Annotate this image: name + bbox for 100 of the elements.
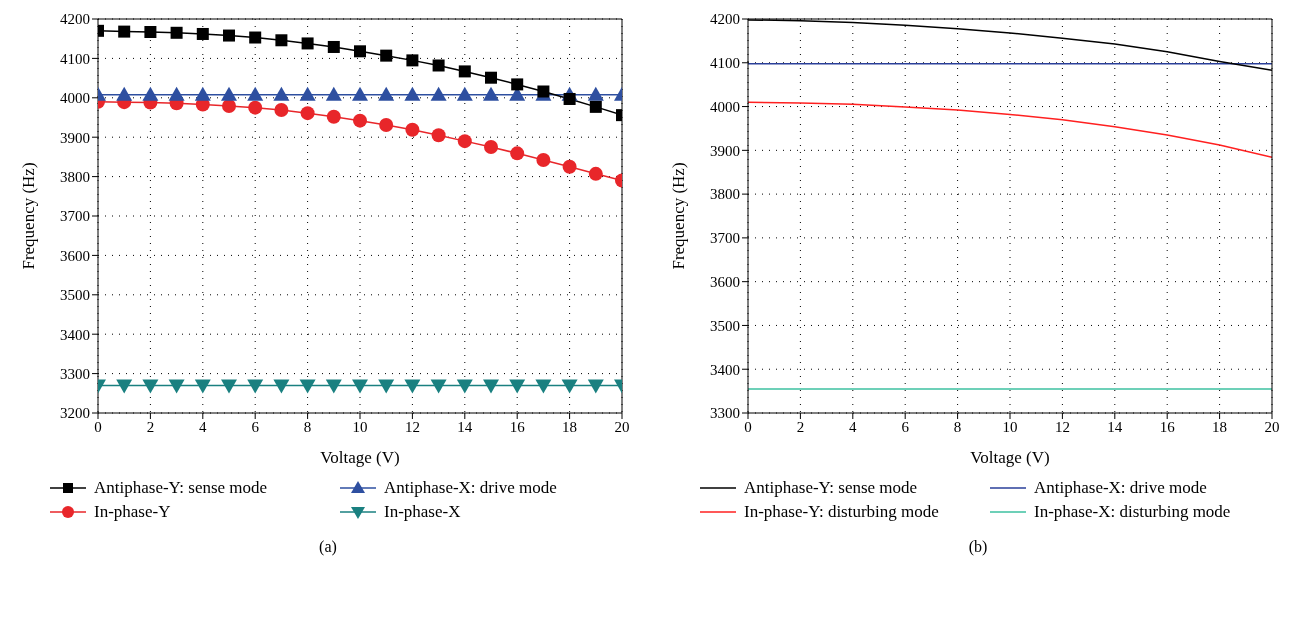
point — [326, 109, 341, 124]
text: (a) — [319, 538, 337, 556]
point — [510, 146, 525, 161]
legend-label: Antiphase-Y: sense mode — [744, 478, 918, 498]
x-tick-label: 6 — [901, 418, 910, 435]
legend-label: In-phase-Y — [94, 502, 171, 522]
point — [483, 379, 499, 394]
point — [430, 379, 447, 394]
point — [170, 26, 183, 39]
point — [247, 379, 264, 394]
point — [168, 86, 185, 101]
point — [483, 86, 499, 101]
point — [588, 166, 603, 181]
point — [563, 92, 576, 105]
point — [484, 140, 498, 155]
point — [325, 379, 342, 394]
point — [327, 40, 340, 53]
x-tick-label: 16 — [509, 418, 526, 435]
x-tick-label: 0 — [744, 418, 752, 435]
point — [430, 86, 447, 101]
x-tick-label: 2 — [146, 418, 155, 435]
x-axis-title: Voltage (V) — [970, 448, 1050, 467]
legend-label: Antiphase-Y: sense mode — [94, 478, 268, 498]
x-tick-label: 4 — [849, 418, 858, 435]
x-tick-label: 6 — [251, 418, 260, 435]
y-tick-label: 3900 — [60, 129, 90, 146]
point — [118, 25, 131, 38]
y-tick-label: 3800 — [710, 186, 740, 203]
point — [116, 379, 133, 394]
point — [221, 86, 237, 101]
y-tick-label: 4100 — [60, 50, 90, 67]
point — [352, 86, 368, 101]
point — [589, 100, 602, 113]
x-tick-label: 10 — [1002, 418, 1018, 435]
y-tick-label: 3700 — [60, 208, 90, 225]
x-tick-label: 4 — [199, 418, 208, 435]
point — [378, 86, 395, 101]
y-tick-label: 3300 — [60, 365, 90, 382]
point — [406, 54, 419, 67]
point — [299, 86, 316, 101]
y-tick-label: 3500 — [710, 317, 740, 334]
point — [431, 128, 446, 143]
point — [249, 31, 262, 44]
line-series — [748, 101, 1272, 159]
legend-label: Antiphase-X: drive mode — [384, 478, 557, 498]
legend-label: In-phase-X — [384, 502, 461, 522]
point — [456, 86, 473, 101]
point — [142, 379, 159, 394]
legend-label: In-phase-Y: disturbing mode — [744, 502, 939, 522]
point — [562, 159, 577, 174]
x-tick-label: 18 — [1212, 418, 1228, 435]
point — [300, 106, 315, 121]
y-axis-title: Frequency (Hz) — [669, 162, 689, 270]
point — [354, 45, 366, 58]
point — [274, 103, 289, 118]
point — [457, 134, 472, 149]
point — [432, 59, 445, 72]
point — [116, 86, 133, 101]
point — [456, 379, 473, 394]
point — [299, 379, 316, 394]
y-tick-label: 4200 — [60, 11, 90, 28]
point — [325, 86, 342, 101]
x-tick-label: 20 — [1264, 418, 1280, 435]
point — [273, 86, 290, 101]
point — [275, 34, 288, 47]
point — [378, 379, 395, 394]
y-tick-label: 3800 — [60, 168, 90, 185]
x-tick-label: 12 — [1054, 418, 1070, 435]
point — [380, 49, 393, 62]
point — [247, 86, 264, 101]
point — [404, 379, 421, 394]
x-tick-label: 0 — [94, 418, 102, 435]
text: (b) — [968, 538, 988, 556]
point — [222, 99, 236, 114]
y-tick-label: 3900 — [710, 142, 740, 159]
point — [196, 27, 209, 40]
legend-label: Antiphase-X: drive mode — [1034, 478, 1207, 498]
x-tick-label: 8 — [953, 418, 962, 435]
x-tick-label: 20 — [614, 418, 630, 435]
y-tick-label: 3600 — [710, 273, 740, 290]
point — [194, 379, 211, 394]
point — [221, 379, 237, 394]
x-tick-label: 16 — [1159, 418, 1176, 435]
x-tick-label: 14 — [457, 418, 473, 435]
point — [353, 113, 367, 128]
y-tick-label: 3400 — [710, 361, 740, 378]
x-tick-label: 14 — [1107, 418, 1123, 435]
legend-label: In-phase-X: disturbing mode — [1034, 502, 1231, 522]
point — [144, 26, 157, 38]
point — [458, 65, 471, 78]
point — [405, 122, 420, 137]
point — [273, 379, 290, 394]
point — [509, 379, 526, 394]
point — [511, 78, 524, 91]
point — [404, 86, 421, 101]
point — [248, 100, 263, 115]
y-tick-label: 3600 — [60, 247, 90, 264]
point — [301, 37, 314, 50]
point — [379, 117, 394, 132]
y-tick-label: 4200 — [710, 11, 740, 28]
